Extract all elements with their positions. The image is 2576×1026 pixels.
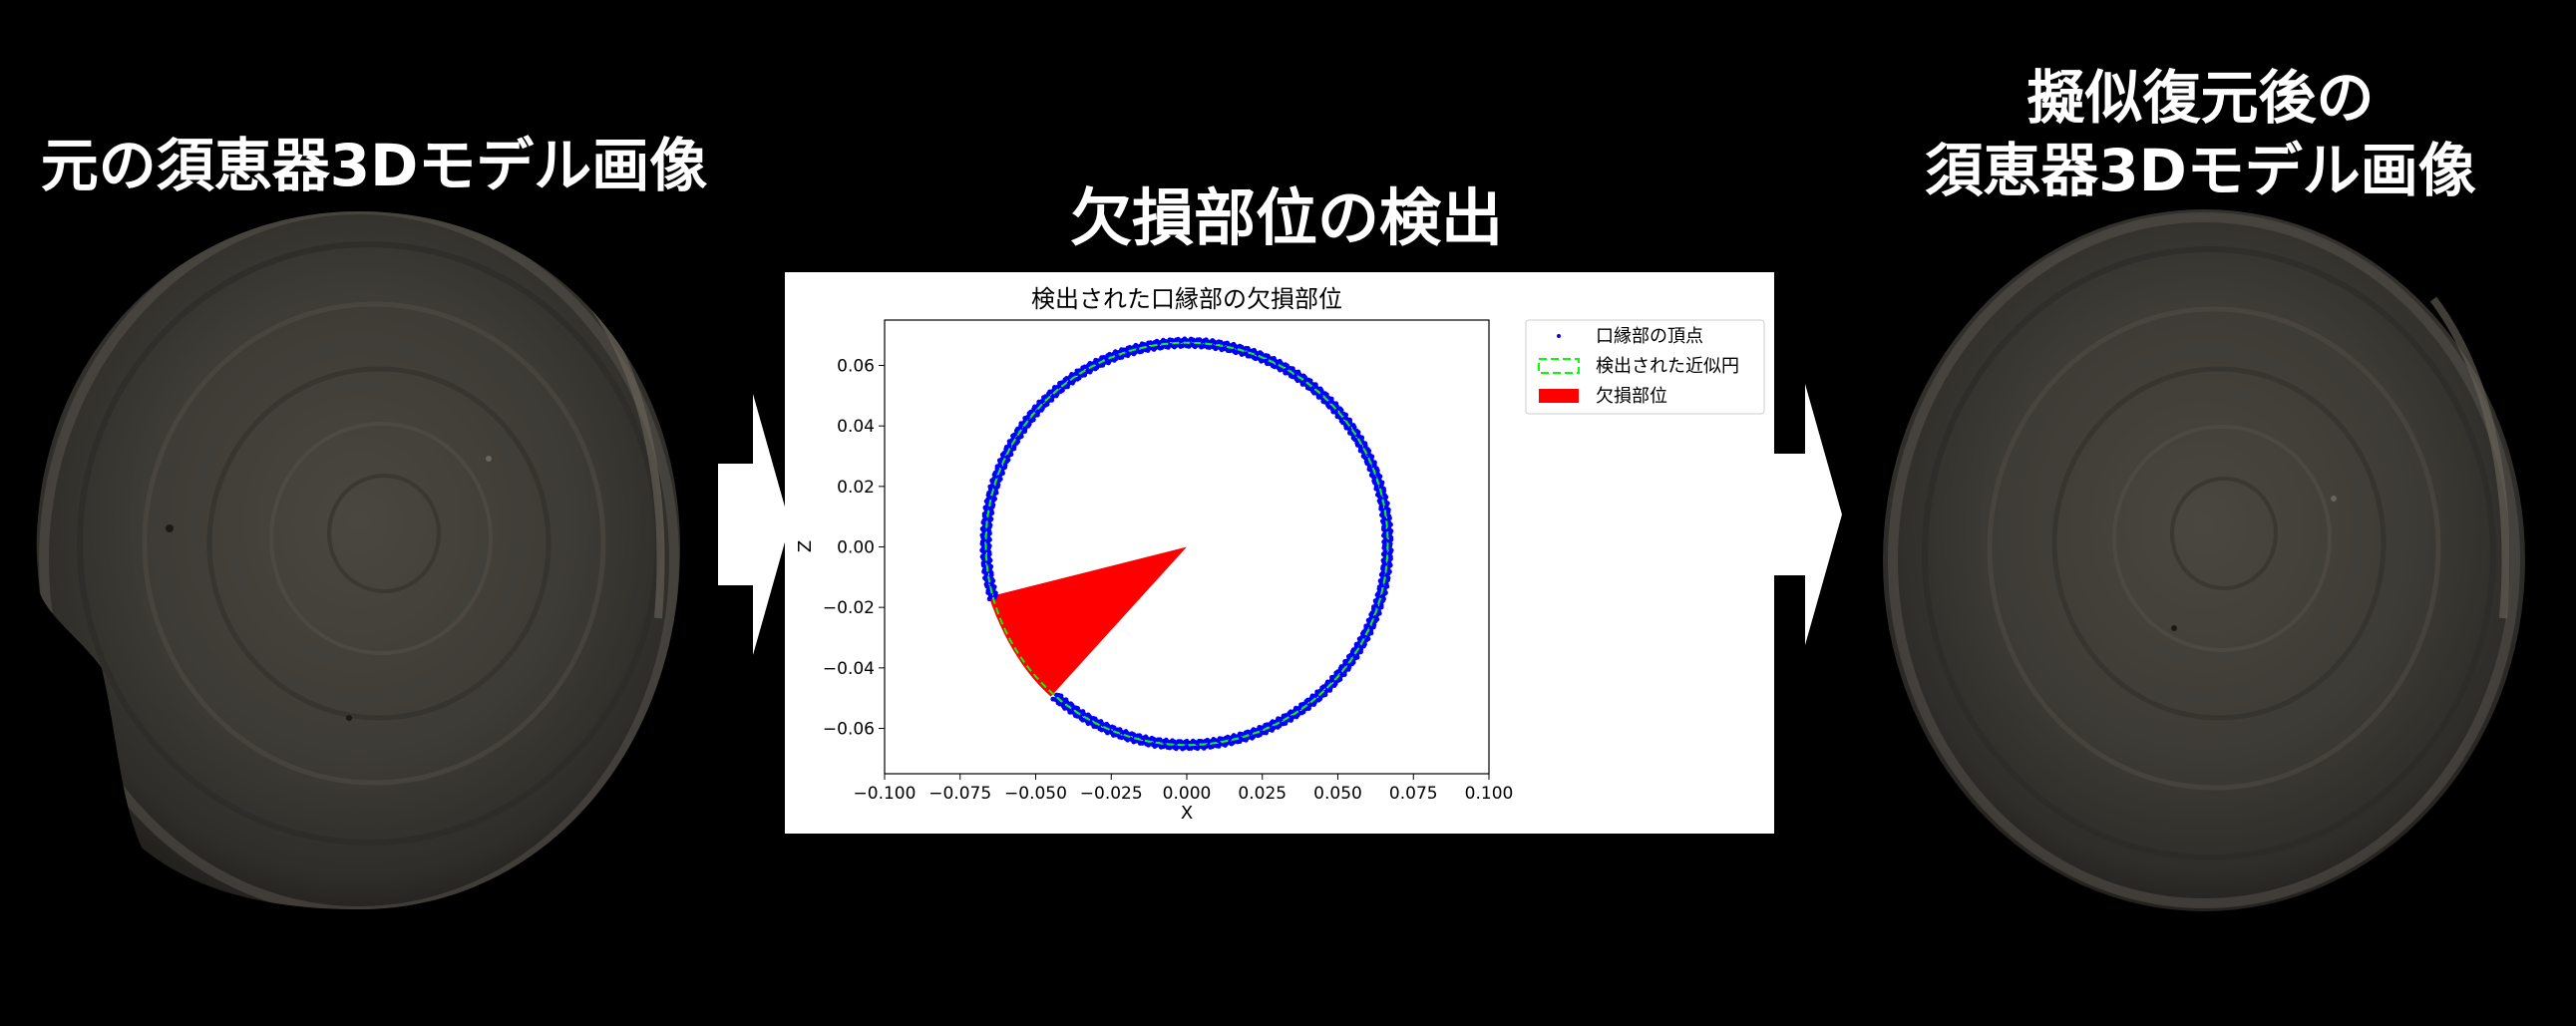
legend-label-vertices: 口縁部の頂点 — [1596, 326, 1703, 347]
chart-legend: 口縁部の頂点 検出された近似円 欠損部位 — [1525, 319, 1765, 415]
legend-label-circle: 検出された近似円 — [1596, 356, 1739, 377]
arrow-right-icon-2 — [1770, 384, 1842, 645]
detection-title: 欠損部位の検出 — [1069, 181, 1503, 254]
x-tick-label: −0.050 — [1004, 784, 1067, 804]
y-tick-label: 0.02 — [837, 478, 875, 498]
x-tick-label: −0.100 — [854, 784, 917, 804]
original-pottery-image — [36, 211, 681, 909]
legend-label-missing: 欠損部位 — [1596, 386, 1667, 407]
x-tick-label: 0.050 — [1313, 784, 1362, 804]
rim-vertex — [986, 596, 992, 602]
restored-model-title: 擬似復元後の 須恵器3Dモデル画像 — [1825, 62, 2576, 206]
y-tick-label: 0.00 — [837, 538, 875, 558]
y-tick-label: −0.04 — [823, 659, 875, 679]
rim-vertices — [979, 336, 1394, 752]
y-tick-label: −0.02 — [823, 598, 875, 618]
chart-canvas: 検出された口縁部の欠損部位 −0.100 −0.075 −0.050 −0.025 0.… — [795, 285, 1765, 824]
arrow-right-icon — [718, 394, 790, 655]
fitted-circle — [984, 341, 1389, 747]
legend-marker-circle — [1538, 358, 1580, 374]
restored-title-line2: 須恵器3Dモデル画像 — [1925, 136, 2476, 204]
chart-title: 検出された口縁部の欠損部位 — [1031, 285, 1342, 313]
x-tick-label: −0.025 — [1080, 784, 1143, 804]
missing-part-wedge — [988, 546, 1187, 697]
x-axis-title: X — [1181, 803, 1193, 824]
x-tick-label: 0.000 — [1163, 784, 1212, 804]
y-tick-label: 0.06 — [837, 357, 875, 377]
x-tick-label: 0.100 — [1465, 784, 1514, 804]
y-axis-title: Z — [795, 540, 816, 552]
legend-marker-vertices — [1557, 334, 1561, 338]
restored-pottery-image — [1883, 209, 2525, 911]
x-tick-label: 0.075 — [1389, 784, 1438, 804]
y-tick-label: 0.04 — [837, 417, 875, 437]
rim-vertex — [1381, 543, 1387, 548]
missing-part-chart: 検出された口縁部の欠損部位 −0.100 −0.075 −0.050 −0.025 0.… — [785, 272, 1774, 834]
rim-vertex — [1387, 543, 1393, 549]
x-tick-label: −0.075 — [928, 784, 991, 804]
x-tick-label: 0.025 — [1238, 784, 1287, 804]
original-model-title: 元の須恵器3Dモデル画像 — [40, 132, 708, 199]
legend-marker-missing — [1539, 389, 1579, 403]
y-tick-label: −0.06 — [823, 720, 875, 740]
restored-title-line1: 擬似復元後の — [2026, 64, 2375, 132]
